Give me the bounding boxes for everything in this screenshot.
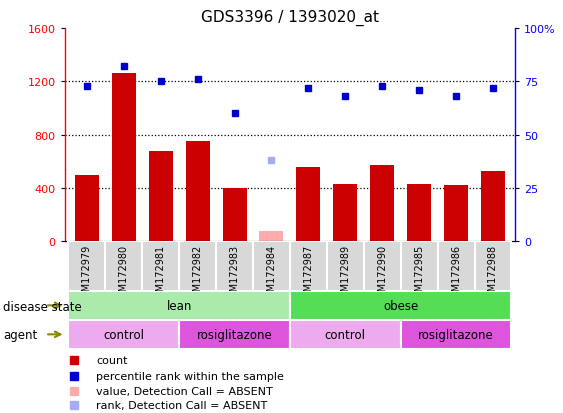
Bar	[437, 242, 475, 291]
Text: GSM172986: GSM172986	[451, 244, 461, 303]
Text: control: control	[104, 328, 144, 341]
Bar	[142, 242, 179, 291]
Bar	[216, 242, 253, 291]
Bar	[475, 242, 511, 291]
Bar	[290, 242, 327, 291]
Text: GSM172979: GSM172979	[82, 244, 92, 303]
Bar	[327, 242, 364, 291]
Bar	[253, 242, 290, 291]
Text: obese: obese	[383, 299, 418, 312]
Text: count: count	[96, 356, 128, 366]
Bar	[149, 151, 173, 242]
Text: rosiglitazone: rosiglitazone	[196, 328, 272, 341]
Bar	[179, 242, 216, 291]
Bar	[444, 186, 468, 242]
Bar	[69, 242, 105, 291]
Bar	[260, 231, 284, 242]
Bar	[69, 320, 179, 349]
Bar	[290, 320, 401, 349]
Bar	[75, 175, 99, 242]
Text: lean: lean	[167, 299, 192, 312]
Bar	[364, 242, 401, 291]
Text: GSM172983: GSM172983	[230, 244, 240, 303]
Bar	[290, 291, 511, 320]
Text: disease state: disease state	[3, 300, 82, 313]
Bar	[222, 188, 247, 242]
Text: GSM172980: GSM172980	[119, 244, 129, 303]
Bar	[401, 242, 437, 291]
Text: GSM172984: GSM172984	[266, 244, 276, 303]
Bar	[69, 291, 290, 320]
Text: GSM172981: GSM172981	[156, 244, 166, 303]
Bar	[481, 171, 505, 242]
Bar	[296, 167, 320, 242]
Bar	[407, 185, 431, 242]
Text: GSM172990: GSM172990	[377, 244, 387, 303]
Text: GSM172987: GSM172987	[303, 244, 314, 303]
Title: GDS3396 / 1393020_at: GDS3396 / 1393020_at	[201, 10, 379, 26]
Text: value, Detection Call = ABSENT: value, Detection Call = ABSENT	[96, 386, 273, 396]
Bar	[105, 242, 142, 291]
Text: agent: agent	[3, 328, 37, 341]
Bar	[333, 185, 358, 242]
Text: GSM172988: GSM172988	[488, 244, 498, 303]
Text: control: control	[325, 328, 366, 341]
Text: rank, Detection Call = ABSENT: rank, Detection Call = ABSENT	[96, 400, 267, 410]
Text: GSM172989: GSM172989	[340, 244, 350, 303]
Text: percentile rank within the sample: percentile rank within the sample	[96, 371, 284, 381]
Bar	[186, 142, 209, 242]
Text: GSM172985: GSM172985	[414, 244, 424, 303]
Bar	[370, 166, 394, 242]
Text: rosiglitazone: rosiglitazone	[418, 328, 494, 341]
Bar	[112, 74, 136, 242]
Bar	[179, 320, 290, 349]
Bar	[401, 320, 511, 349]
Text: GSM172982: GSM172982	[193, 244, 203, 303]
